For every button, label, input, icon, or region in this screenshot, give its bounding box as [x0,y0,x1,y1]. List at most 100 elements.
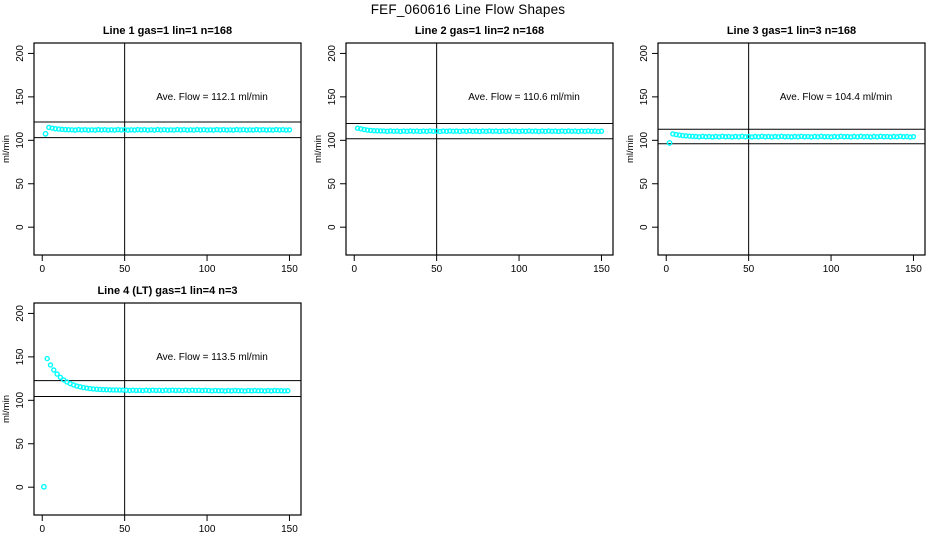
y-axis-label: ml/min [625,135,636,163]
y-axis-label: ml/min [1,395,12,423]
data-point [286,127,293,133]
subplot-title: Line 3 gas=1 lin=3 n=168 [727,25,856,37]
data-point [374,128,381,134]
subplot-title: Line 4 (LT) gas=1 lin=4 n=3 [97,285,237,297]
data-point [192,387,199,394]
x-tick-label: 50 [119,264,131,275]
y-tick-label: 0 [15,224,26,230]
data-point [910,133,917,140]
subplot-line-2: Line 2 gas=1 lin=2 n=168 0 50 100 150 0 50 100 1… [312,20,624,280]
y-axis-label: ml/min [1,135,12,163]
plot-frame [33,302,302,516]
x-tick-label: 100 [199,264,216,275]
x-axis: 0 50 100 150 [39,255,298,275]
x-tick-label: 100 [199,524,216,535]
data-point [133,387,139,394]
y-tick-label: 50 [15,178,26,190]
data-point [235,388,242,394]
data-point [47,362,54,368]
y-tick-label: 0 [639,224,650,230]
x-axis: 0 50 100 150 [663,255,922,275]
data-point [65,127,72,133]
empty-cell [312,280,624,540]
data-point [275,388,281,394]
x-tick-label: 100 [823,264,840,275]
data-point [377,128,384,134]
x-tick-label: 0 [351,264,357,275]
data-point [598,128,605,134]
y-tick-label: 150 [15,88,26,105]
chart-canvas: Line 1 gas=1 lin=1 n=168 0 50 100 150 0 50 100 1… [1,25,302,275]
plot-frame [33,42,302,256]
series-points [666,131,917,146]
data-point [173,387,179,394]
y-axis: 0 50 100 150 200 [15,305,34,490]
plot-frame [657,42,926,256]
ave-flow-annotation: Ave. Flow = 104.4 ml/min [780,92,892,103]
subplot-line-3: Line 3 gas=1 lin=3 n=168 0 50 100 150 0 50 100 1… [624,20,936,280]
outlier-point [40,483,47,490]
figure-title: FEF_060616 Line Flow Shapes [370,2,566,17]
x-tick-label: 100 [511,264,528,275]
series-points [42,124,293,137]
x-tick-label: 50 [743,264,755,275]
series-points [354,125,605,135]
y-tick-label: 150 [327,88,338,105]
data-point [57,374,64,380]
y-tick-label: 0 [15,484,26,490]
y-axis: 0 50 100 150 200 [639,45,658,230]
data-point [215,388,222,394]
x-tick-label: 150 [593,264,610,275]
x-tick-label: 0 [39,524,45,535]
outlier-point [42,130,49,137]
data-point [100,386,106,393]
x-tick-label: 50 [119,524,131,535]
y-tick-label: 100 [327,132,338,149]
y-tick-label: 50 [639,178,650,190]
y-tick-label: 200 [15,305,26,322]
chart-canvas: Line 3 gas=1 lin=3 n=168 0 50 100 150 0 50 100 1… [625,25,926,275]
data-point [107,387,113,393]
y-tick-label: 150 [15,348,26,365]
x-axis: 0 50 100 150 [39,515,298,535]
y-tick-label: 100 [15,392,26,409]
ave-flow-annotation: Ave. Flow = 112.1 ml/min [156,92,268,103]
x-tick-label: 50 [431,264,443,275]
y-tick-label: 100 [639,132,650,149]
x-axis: 0 50 100 150 [351,255,610,275]
x-tick-label: 150 [281,524,298,535]
y-axis: 0 50 100 150 200 [15,45,34,230]
x-tick-label: 0 [39,264,45,275]
subplot-line-4: Line 4 (LT) gas=1 lin=4 n=3 0 50 100 150 0 50 1… [0,280,312,540]
outlier-point [666,140,673,146]
data-point [44,355,50,362]
subplot-title: Line 2 gas=1 lin=2 n=168 [415,25,544,37]
data-point [110,387,116,393]
y-axis-label: ml/min [313,135,324,163]
subplot-title: Line 1 gas=1 lin=1 n=168 [103,25,232,37]
charts-grid: Line 1 gas=1 lin=1 n=168 0 50 100 150 0 50 100 1… [0,20,936,540]
x-tick-label: 150 [281,264,298,275]
data-point [54,371,60,377]
data-point [51,367,57,373]
data-point [153,387,159,394]
data-point [113,387,120,393]
data-point [285,388,291,394]
data-point [117,387,123,393]
y-tick-label: 200 [15,45,26,62]
y-tick-label: 0 [327,224,338,230]
plot-frame [345,42,614,256]
y-tick-label: 50 [15,438,26,450]
y-tick-label: 200 [327,45,338,62]
empty-cell [624,280,936,540]
y-tick-label: 100 [15,132,26,149]
x-tick-label: 0 [663,264,669,275]
series-points [40,355,291,490]
chart-canvas: Line 2 gas=1 lin=2 n=168 0 50 100 150 0 50 100 1… [313,25,614,275]
y-tick-label: 200 [639,45,650,62]
y-tick-label: 150 [639,88,650,105]
subplot-line-1: Line 1 gas=1 lin=1 n=168 0 50 100 150 0 50 100 1… [0,20,312,280]
chart-canvas: Line 4 (LT) gas=1 lin=4 n=3 0 50 100 150 0 50 1… [1,285,302,535]
y-tick-label: 50 [327,178,338,190]
